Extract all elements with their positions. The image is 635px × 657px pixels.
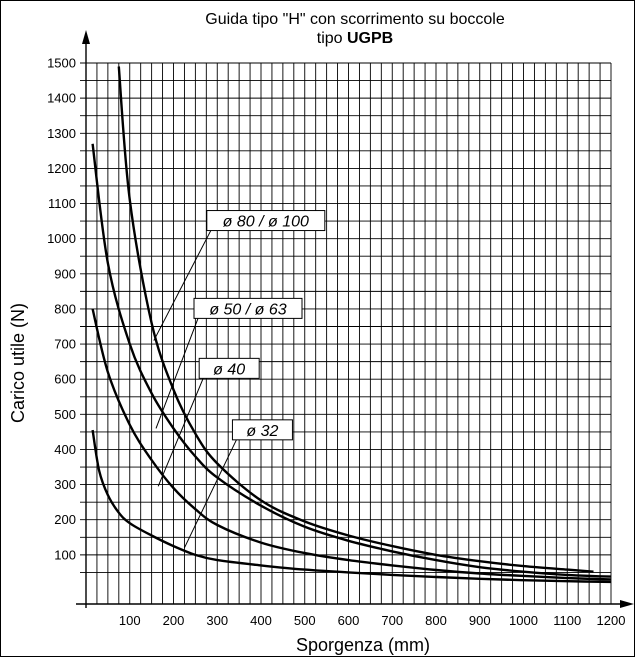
x-tick-label: 300	[206, 613, 228, 628]
series-label-text: ø 32	[246, 423, 278, 440]
y-tick-label: 1000	[47, 231, 76, 246]
x-tick-label: 200	[163, 613, 185, 628]
series-label-leader	[155, 318, 199, 429]
y-axis-arrow	[82, 30, 90, 44]
chart-title-bold: UGPB	[347, 30, 393, 47]
chart-title-line1: Guida tipo "H" con scorrimento su boccol…	[205, 11, 505, 28]
series-label-box	[193, 297, 303, 319]
y-tick-label: 1500	[47, 56, 76, 71]
series-label-box	[231, 419, 293, 441]
y-axis-label: Carico utile (N)	[8, 303, 28, 423]
x-tick-label: 500	[294, 613, 316, 628]
y-tick-label: 600	[54, 372, 76, 387]
grid	[80, 62, 612, 604]
tick-labels: 100 200 300 400 500 600 700 800 900 1000 1100 1200 1…	[47, 56, 625, 629]
x-tick-label: 1100	[553, 613, 581, 628]
x-axis-arrow	[620, 600, 634, 608]
y-tick-label: 1300	[47, 126, 76, 141]
axes	[76, 30, 634, 608]
series-curve-2	[91, 143, 612, 578]
series-labels: ø 80 / ø 100 ø 50 / ø 63 ø 40 ø 32	[153, 210, 326, 549]
x-tick-label: 700	[381, 613, 403, 628]
series-label-box	[198, 357, 260, 379]
x-tick-label: 400	[250, 613, 272, 628]
x-tick-label: 600	[338, 613, 360, 628]
y-tick-label: 1200	[47, 161, 76, 176]
x-axis-label: Sporgenza (mm)	[296, 635, 430, 655]
series-label-text: ø 40	[213, 361, 245, 378]
y-tick-label: 400	[54, 442, 76, 457]
y-tick-label: 500	[54, 407, 76, 422]
y-tick-label: 700	[54, 337, 76, 352]
y-tick-label: 300	[54, 477, 76, 492]
series-curve-4	[91, 429, 612, 584]
y-tick-label: 800	[54, 301, 76, 316]
x-tick-label: 1200	[597, 613, 626, 628]
series-curve-1	[117, 66, 594, 573]
chart-title-line2: tipo UGPB	[317, 30, 393, 47]
x-tick-label: 900	[469, 613, 491, 628]
y-tick-label: 900	[54, 266, 76, 281]
series-label-leader	[183, 439, 237, 549]
y-tick-label: 1400	[47, 91, 76, 106]
series-curves	[91, 66, 612, 584]
x-tick-label: 1000	[509, 613, 538, 628]
y-tick-label: 100	[54, 547, 76, 562]
x-tick-label: 100	[119, 613, 141, 628]
y-tick-label: 1100	[48, 196, 76, 211]
series-label-box	[206, 210, 326, 232]
x-tick-label: 800	[425, 613, 447, 628]
series-label-leader	[157, 378, 204, 487]
series-label-leader	[153, 230, 212, 341]
series-label-text: ø 50 / ø 63	[209, 301, 286, 318]
series-curve-3	[91, 308, 612, 581]
series-label-text: ø 80 / ø 100	[223, 214, 309, 231]
chart-title-prefix: tipo	[317, 30, 347, 47]
y-tick-label: 200	[54, 512, 76, 527]
